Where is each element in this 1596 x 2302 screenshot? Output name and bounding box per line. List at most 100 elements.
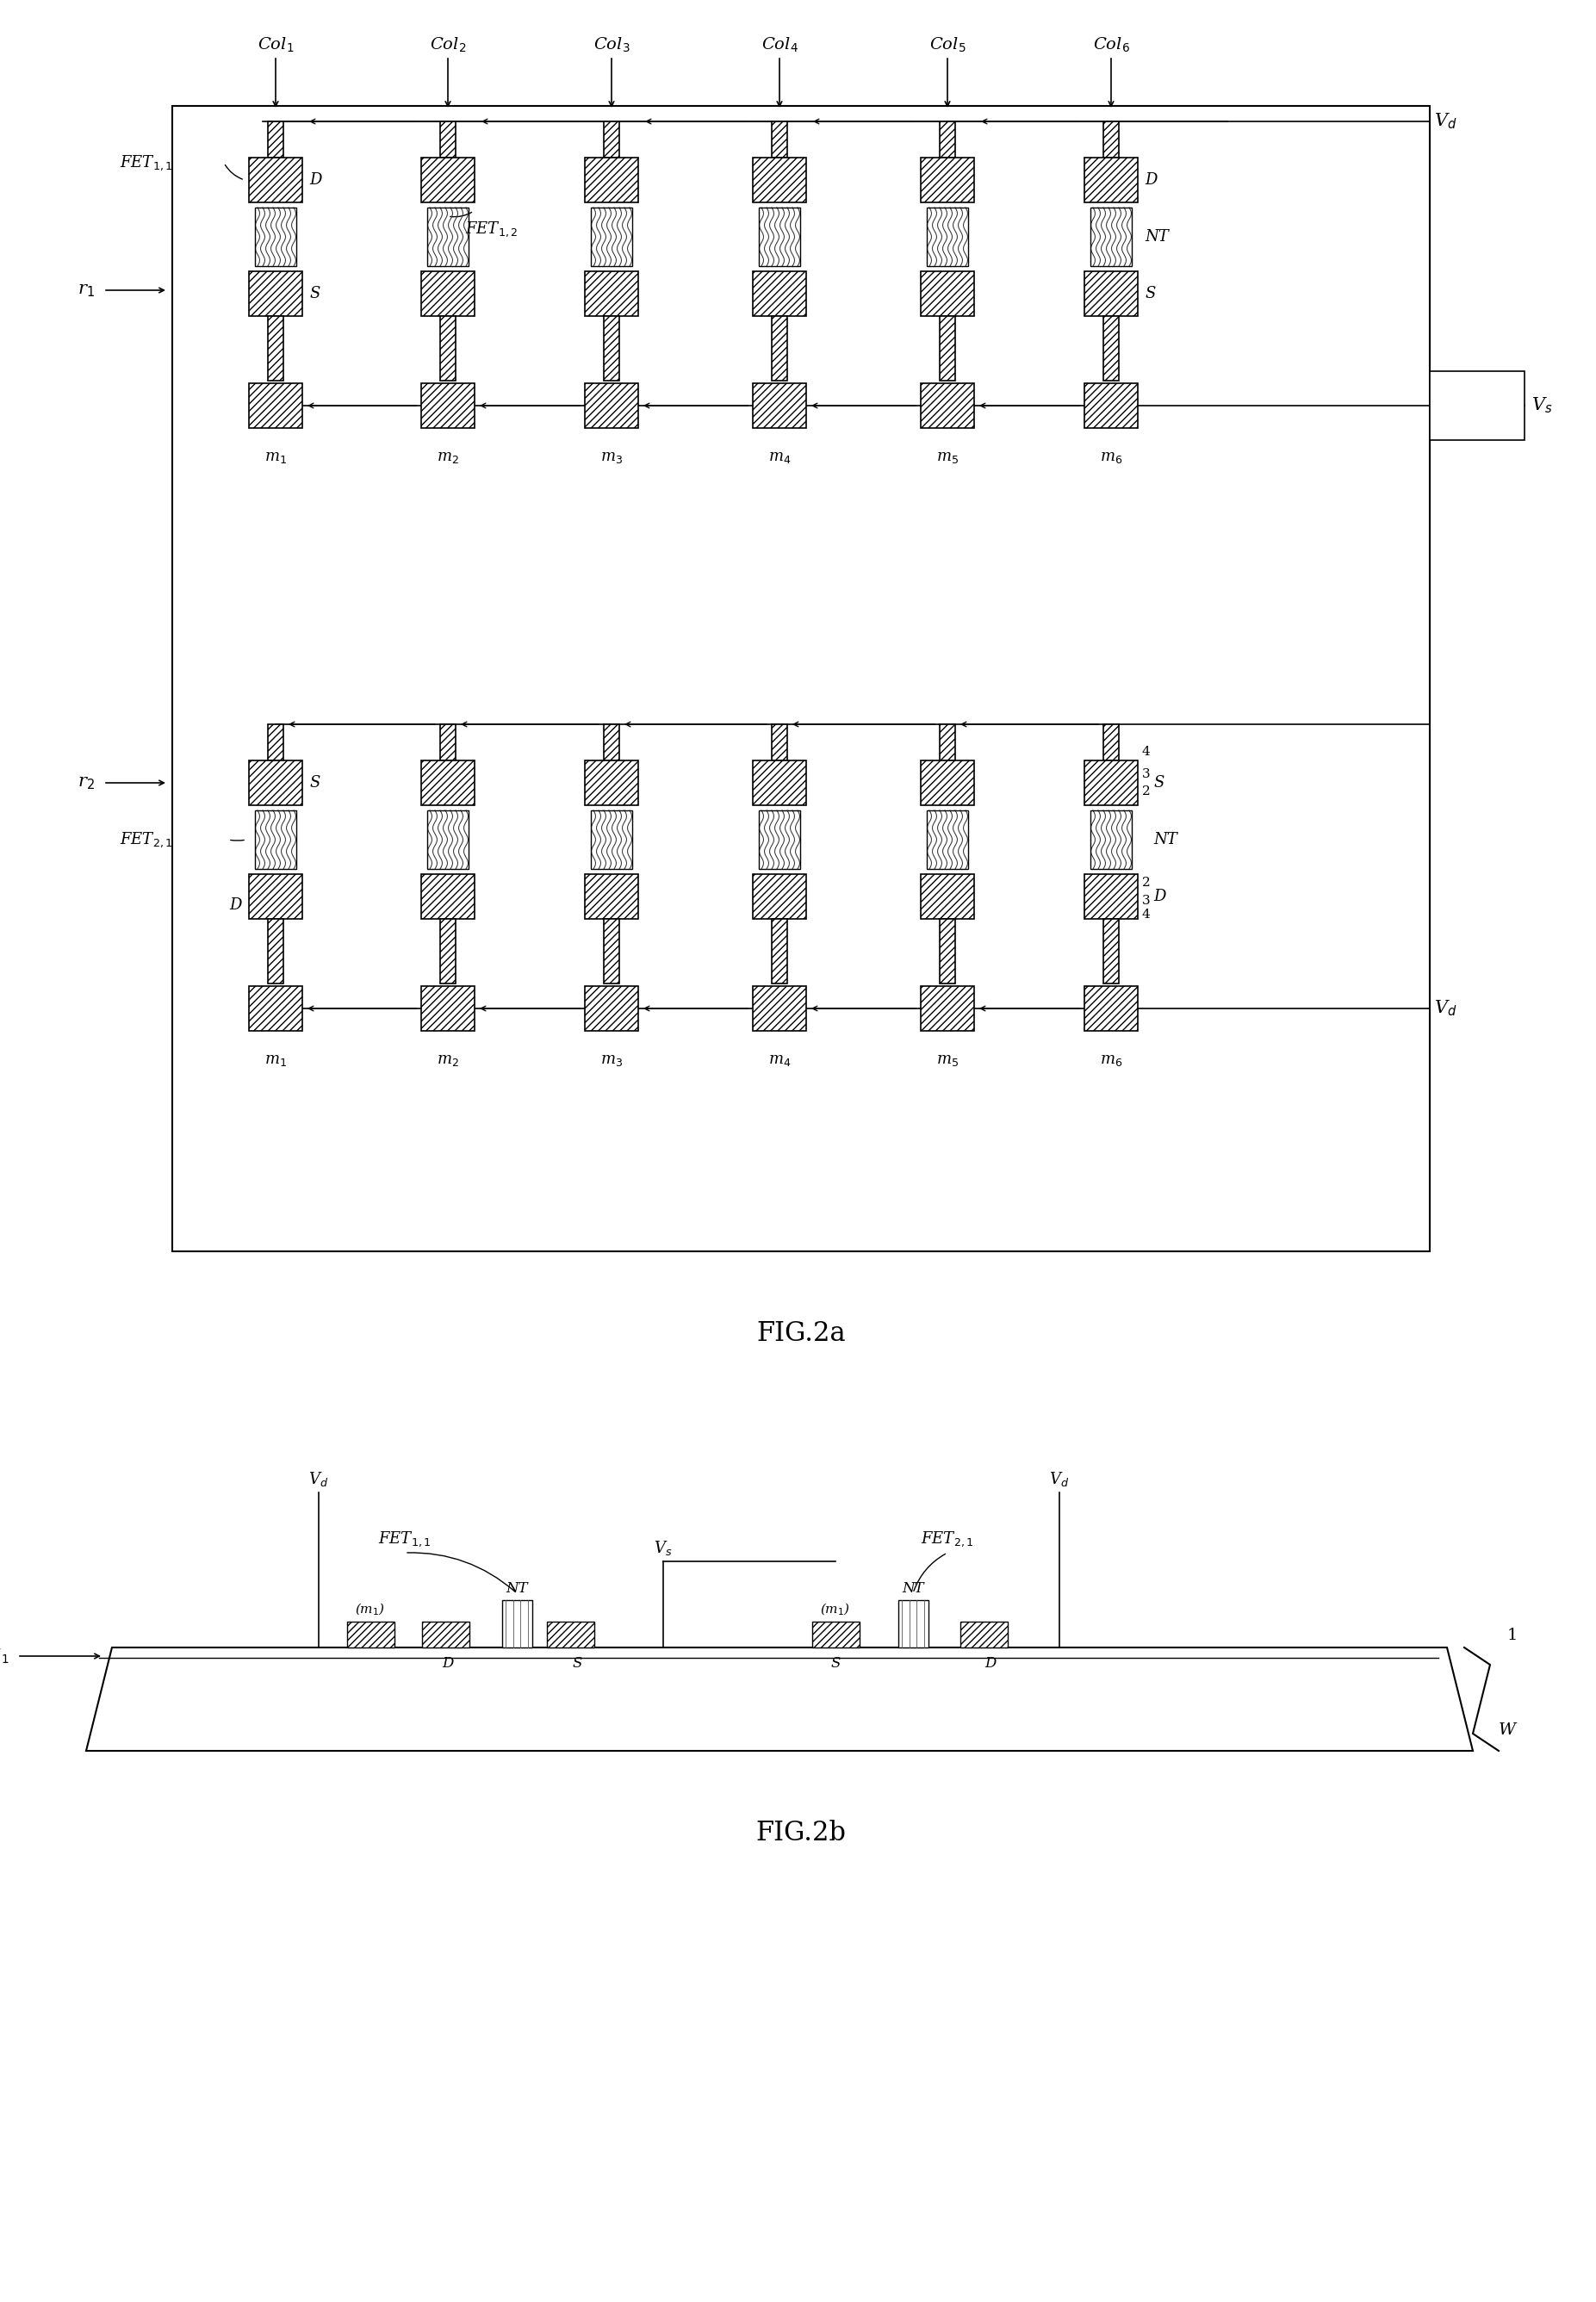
- Bar: [753, 760, 806, 806]
- Bar: [428, 207, 469, 267]
- Text: FIG.2b: FIG.2b: [757, 1819, 846, 1846]
- Bar: [899, 1600, 927, 1648]
- Bar: [268, 918, 284, 983]
- Text: S: S: [1144, 285, 1156, 302]
- Bar: [584, 382, 638, 428]
- Bar: [772, 725, 787, 760]
- Text: m$_3$: m$_3$: [600, 1052, 622, 1068]
- Bar: [440, 918, 455, 983]
- Text: r$_2$: r$_2$: [78, 776, 94, 792]
- Text: V$_d$: V$_d$: [1435, 999, 1457, 1017]
- Bar: [249, 157, 302, 203]
- Text: FET$_{2,1}$: FET$_{2,1}$: [921, 1531, 974, 1549]
- Bar: [1084, 875, 1138, 918]
- Text: m$_6$: m$_6$: [1100, 1052, 1122, 1068]
- Text: 2: 2: [1143, 877, 1151, 889]
- Text: 3: 3: [1143, 895, 1151, 907]
- Text: S: S: [310, 285, 319, 302]
- Text: m$_1$: m$_1$: [265, 1052, 287, 1068]
- Bar: [268, 122, 284, 157]
- Bar: [753, 985, 806, 1031]
- Bar: [1090, 810, 1132, 868]
- Text: D: D: [442, 1655, 453, 1671]
- Bar: [249, 382, 302, 428]
- Bar: [268, 315, 284, 380]
- Text: Col$_5$: Col$_5$: [929, 37, 966, 55]
- Bar: [812, 1621, 859, 1648]
- Bar: [584, 875, 638, 918]
- Bar: [1084, 985, 1138, 1031]
- Bar: [421, 382, 474, 428]
- Text: S: S: [310, 776, 319, 790]
- Bar: [603, 918, 619, 983]
- Text: Col$_6$: Col$_6$: [1093, 37, 1130, 55]
- Bar: [1103, 918, 1119, 983]
- Bar: [547, 1621, 594, 1648]
- Bar: [753, 272, 806, 315]
- Text: 1: 1: [1507, 1628, 1518, 1644]
- Bar: [591, 207, 632, 267]
- Text: V$_d$: V$_d$: [308, 1471, 329, 1487]
- Text: Col$_2$: Col$_2$: [429, 37, 466, 55]
- Bar: [940, 315, 954, 380]
- Bar: [1090, 207, 1132, 267]
- Bar: [758, 810, 800, 868]
- Bar: [603, 315, 619, 380]
- Bar: [346, 1621, 394, 1648]
- Bar: [255, 810, 297, 868]
- Bar: [940, 122, 954, 157]
- Bar: [1103, 122, 1119, 157]
- Bar: [584, 985, 638, 1031]
- Text: V$_d$: V$_d$: [1050, 1471, 1069, 1487]
- Bar: [603, 725, 619, 760]
- Text: FET$_{1,1}$: FET$_{1,1}$: [120, 154, 172, 173]
- Text: m$_2$: m$_2$: [437, 449, 460, 465]
- Bar: [753, 382, 806, 428]
- Bar: [1084, 382, 1138, 428]
- Bar: [584, 157, 638, 203]
- Text: m$_1$: m$_1$: [265, 449, 287, 465]
- Text: NT: NT: [1154, 831, 1178, 847]
- Text: D: D: [985, 1655, 996, 1671]
- Bar: [1430, 371, 1524, 440]
- Text: Col$_1$: Col$_1$: [0, 1646, 8, 1664]
- Bar: [421, 760, 474, 806]
- Text: D: D: [310, 173, 321, 189]
- Text: S: S: [1154, 776, 1163, 790]
- Text: FET$_{1,2}$: FET$_{1,2}$: [464, 219, 519, 237]
- Text: S: S: [573, 1655, 583, 1671]
- Bar: [501, 1600, 531, 1648]
- Text: V$_s$: V$_s$: [1532, 396, 1553, 414]
- Bar: [772, 315, 787, 380]
- Bar: [921, 875, 974, 918]
- Bar: [772, 918, 787, 983]
- Text: 4: 4: [1143, 746, 1151, 757]
- Text: m$_3$: m$_3$: [600, 449, 622, 465]
- Bar: [603, 122, 619, 157]
- Bar: [268, 725, 284, 760]
- Text: (m$_1$): (m$_1$): [356, 1602, 386, 1618]
- Bar: [172, 106, 1430, 1252]
- Text: 3: 3: [1143, 769, 1151, 780]
- Text: (m$_1$): (m$_1$): [820, 1602, 851, 1618]
- Bar: [1103, 725, 1119, 760]
- Bar: [921, 272, 974, 315]
- Bar: [255, 207, 297, 267]
- Text: V$_d$: V$_d$: [1435, 113, 1457, 131]
- Bar: [249, 875, 302, 918]
- Bar: [927, 810, 969, 868]
- Bar: [921, 382, 974, 428]
- Text: NT: NT: [1144, 230, 1168, 244]
- Text: m$_5$: m$_5$: [937, 1052, 959, 1068]
- Bar: [421, 157, 474, 203]
- Text: m$_6$: m$_6$: [1100, 449, 1122, 465]
- Text: D: D: [1154, 889, 1165, 905]
- Text: D: D: [230, 898, 243, 914]
- Bar: [1084, 272, 1138, 315]
- Bar: [421, 1621, 469, 1648]
- Text: m$_5$: m$_5$: [937, 449, 959, 465]
- Bar: [249, 272, 302, 315]
- Bar: [421, 985, 474, 1031]
- Text: Col$_4$: Col$_4$: [761, 37, 798, 55]
- Bar: [758, 207, 800, 267]
